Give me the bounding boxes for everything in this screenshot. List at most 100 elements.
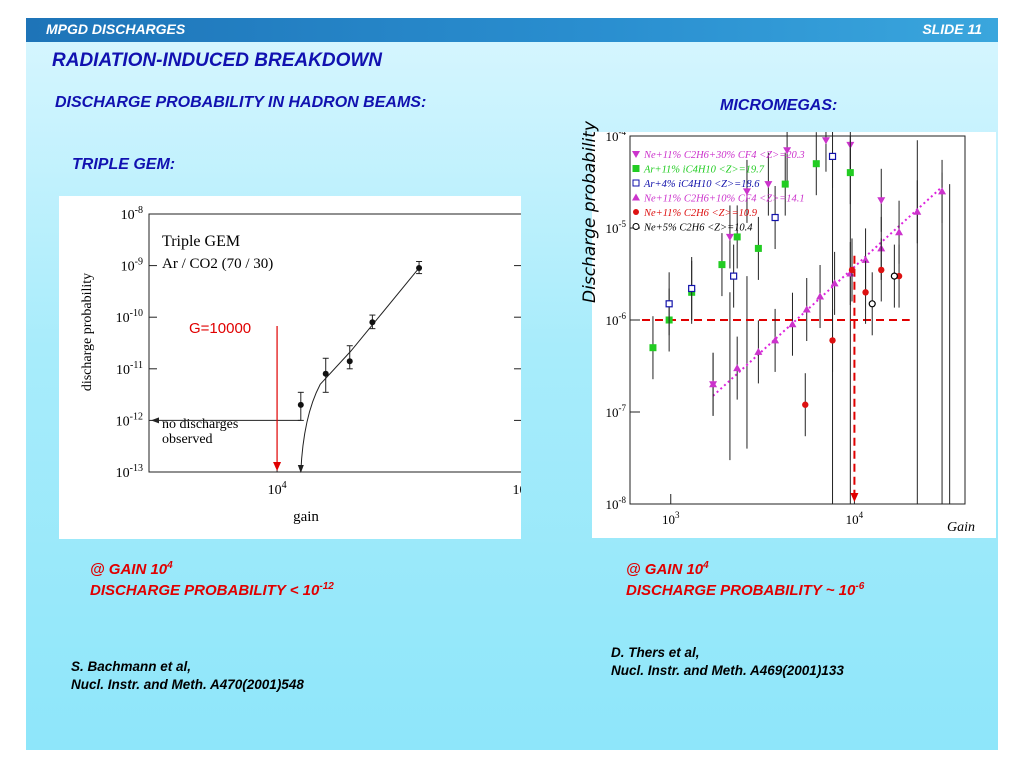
- mm-data-point: [877, 197, 886, 205]
- mm-data-point: [913, 207, 922, 215]
- mm-data-point: [688, 284, 696, 293]
- slide-subtitle: DISCHARGE PROBABILITY IN HADRON BEAMS:: [55, 94, 427, 111]
- gem-gain-note-base: @ GAIN 10: [90, 561, 168, 578]
- mm-result-note: DISCHARGE PROBABILITY ~ 10-6: [626, 577, 864, 600]
- gem-data-point: [346, 358, 353, 365]
- gem-annotation-no-discharges-1: no discharges: [162, 417, 238, 432]
- gem-y-tick-label: 10-11: [116, 360, 143, 378]
- mm-legend-label: Ar+11% iC4H10 <Z>=19.7: [643, 165, 765, 176]
- mm-data-point: [830, 279, 839, 287]
- mm-legend-marker: [632, 223, 640, 230]
- mm-data-point: [938, 187, 947, 195]
- mm-data-point: [812, 160, 820, 168]
- mm-data-point: [771, 213, 779, 222]
- mm-data-point: [783, 147, 792, 155]
- mm-legend-label: Ar+4% iC4H10 <Z>=18.6: [643, 179, 760, 190]
- gem-y-tick-label: 10-8: [121, 205, 143, 223]
- header-left-title: MPGD DISCHARGES: [46, 21, 186, 37]
- mm-data-point: [802, 305, 811, 313]
- mm-reference-authors: D. Thers et al,: [611, 645, 700, 660]
- mm-legend-label: Ne+5% C2H6 <Z>=10.4: [643, 223, 753, 234]
- gem-gain-marker-arrowhead: [273, 462, 282, 471]
- gem-plot-subtitle: Ar / CO2 (70 / 30): [162, 256, 273, 272]
- gem-annotation-no-discharges-2: observed: [162, 432, 213, 447]
- gem-gain-note: @ GAIN 104: [90, 556, 173, 579]
- mm-legend-marker: [632, 179, 640, 187]
- mm-legend-label: Ne+11% C2H6+10% CF4 <Z>=14.1: [643, 194, 805, 205]
- gem-x-axis-label: gain: [293, 509, 319, 525]
- mm-x-tick-label: 103: [662, 510, 680, 527]
- mm-data-point: [781, 180, 789, 188]
- gem-y-tick-label: 10-9: [121, 257, 143, 275]
- gem-downward-arrowhead: [297, 465, 304, 473]
- mm-data-point: [868, 300, 876, 308]
- gem-y-axis-label: discharge probability: [80, 273, 95, 391]
- mm-x-axis-label: Gain: [947, 520, 975, 535]
- gem-gain-note-exp: 4: [167, 560, 173, 571]
- mm-data-point: [862, 289, 869, 296]
- mm-data-point: [802, 401, 809, 408]
- mm-data-point: [764, 181, 773, 189]
- mm-x-tick-label: 104: [846, 510, 864, 527]
- mm-y-tick-label: 10-6: [606, 311, 627, 328]
- mm-plot-frame: [629, 135, 966, 505]
- gem-y-tick-label: 10-10: [116, 308, 143, 326]
- gem-x-tick-label: 105: [513, 480, 522, 498]
- mm-data-point: [733, 364, 742, 372]
- mm-data-point: [733, 233, 741, 241]
- gem-data-point: [322, 370, 329, 377]
- mm-data-point: [649, 344, 657, 352]
- gem-result-base: DISCHARGE PROBABILITY < 10: [90, 582, 320, 599]
- gem-x-tick-label: 104: [268, 480, 287, 498]
- mm-data-point: [846, 169, 854, 177]
- mm-data-point: [754, 244, 762, 252]
- gem-y-tick-label: 10-12: [116, 411, 143, 429]
- mm-y-tick-label: 10-5: [606, 219, 627, 236]
- mm-data-point: [709, 380, 718, 388]
- gem-y-tick-label: 10-13: [116, 463, 143, 481]
- gem-chart: discharge probability gain Triple GEM Ar…: [80, 205, 532, 525]
- mm-gain-note-exp: 4: [703, 560, 709, 571]
- gem-result-exp: -12: [319, 581, 334, 592]
- mm-legend-label: Ne+11% C2H6 <Z>=10.9: [643, 208, 758, 219]
- mm-legend-label: Ne+11% C2H6+30% CF4 <Z>=20.3: [643, 150, 805, 161]
- mm-y-tick-label: 10-7: [606, 403, 627, 420]
- micromegas-chart: 10-4 10-5 10-6 10-7 10-8 103 104 Ne+11% C2H6+3…: [606, 108, 975, 535]
- mm-data-point: [665, 300, 673, 308]
- gem-reference: S. Bachmann et al, Nucl. Instr. and Meth…: [71, 658, 304, 694]
- mm-data-point: [771, 336, 780, 344]
- mm-data-point: [742, 188, 751, 196]
- mm-legend-marker: [632, 165, 640, 172]
- mm-data-point: [718, 261, 726, 269]
- gem-chart-panel: discharge probability gain Triple GEM Ar…: [59, 196, 532, 539]
- gem-label: TRIPLE GEM:: [72, 156, 176, 173]
- mm-y-axis-label: Discharge probability: [580, 120, 600, 303]
- mm-data-point: [890, 272, 898, 280]
- header-slide-number: SLIDE 11: [922, 21, 982, 37]
- gem-annotation-gain: G=10000: [189, 320, 251, 337]
- gem-reference-journal: Nucl. Instr. and Meth. A470(2001)548: [71, 677, 304, 692]
- header-bar: MPGD DISCHARGES SLIDE 11: [26, 18, 998, 42]
- mm-data-point: [878, 266, 885, 274]
- mm-legend-marker: [632, 193, 640, 201]
- mm-gain-note: @ GAIN 104: [626, 556, 709, 579]
- mm-legend-marker: [632, 151, 640, 158]
- mm-data-point: [821, 137, 830, 145]
- gem-plot-title: Triple GEM: [162, 233, 240, 250]
- mm-data-point: [828, 152, 837, 161]
- mm-data-point: [788, 320, 797, 328]
- mm-data-point: [861, 255, 870, 263]
- mm-fit-line: [712, 186, 943, 397]
- slide-title: RADIATION-INDUCED BREAKDOWN: [52, 50, 383, 71]
- gem-data-point: [297, 401, 304, 408]
- mm-data-point: [725, 233, 734, 241]
- mm-guide-arrowhead: [850, 493, 859, 502]
- mm-data-point: [816, 292, 825, 300]
- micromegas-label: MICROMEGAS:: [720, 97, 838, 114]
- gem-reference-authors: S. Bachmann et al,: [71, 659, 192, 674]
- mm-data-point: [754, 347, 763, 355]
- mm-y-axis-label-box: Discharge probability: [571, 112, 611, 312]
- mm-result-base: DISCHARGE PROBABILITY ~ 10: [626, 582, 856, 599]
- mm-y-tick-label: 10-8: [606, 495, 627, 512]
- mm-legend-marker: [633, 209, 639, 215]
